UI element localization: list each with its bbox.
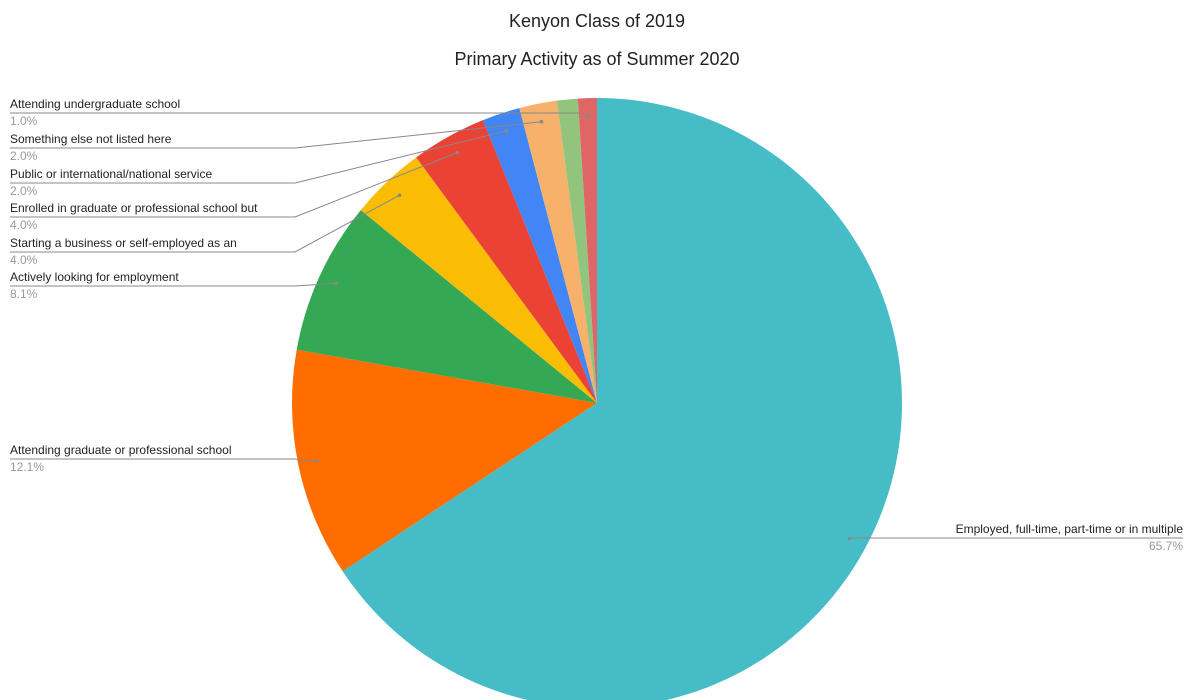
pie-slice: [291, 349, 597, 572]
leader-line: [10, 194, 400, 253]
slice-value-label: 2.0%: [10, 184, 38, 198]
slice-value-label: 1.0%: [10, 114, 38, 128]
slice-label: Enrolled in graduate or professional sch…: [10, 201, 258, 215]
slice-label: Something else not listed here: [10, 132, 172, 146]
pie-slice: [556, 98, 597, 404]
slice-label: Starting a business or self-employed as …: [10, 236, 237, 250]
leader-line: [10, 112, 589, 117]
leader-line: [849, 537, 1183, 539]
pie-slice: [360, 157, 597, 403]
leader-line: [10, 130, 507, 184]
leader-dot: [334, 281, 339, 286]
leader-dot: [847, 536, 852, 541]
slice-value-label: 12.1%: [10, 460, 44, 474]
pie-slice: [416, 120, 597, 404]
chart-subtitle: Primary Activity as of Summer 2020: [454, 49, 739, 69]
slice-value-label: 4.0%: [10, 218, 38, 232]
leader-line: [10, 458, 317, 462]
pie-slice: [342, 98, 902, 700]
leader-line: [10, 152, 458, 218]
slice-value-label: 4.0%: [10, 253, 38, 267]
leader-dot: [539, 119, 544, 124]
leader-dot: [397, 193, 402, 198]
leader-dot: [504, 129, 509, 133]
slice-label: Public or international/national service: [10, 167, 212, 181]
pie-slice: [577, 98, 597, 403]
slice-label: Actively looking for employment: [10, 270, 179, 284]
leader-dot: [314, 459, 319, 463]
pie-slice: [519, 100, 597, 403]
slice-label: Employed, full-time, part-time or in mul…: [956, 522, 1184, 536]
leader-line: [10, 121, 542, 149]
leader-dot: [455, 150, 460, 155]
leader-dot: [586, 114, 590, 119]
chart-title: Kenyon Class of 2019: [509, 11, 685, 31]
slice-label: Attending undergraduate school: [10, 97, 180, 111]
slice-value-label: 65.7%: [1149, 539, 1183, 553]
pie-slice: [482, 108, 597, 403]
leader-line: [10, 282, 337, 287]
slice-value-label: 8.1%: [10, 287, 38, 301]
slice-value-label: 2.0%: [10, 149, 38, 163]
slice-label: Attending graduate or professional schoo…: [10, 443, 231, 457]
pie-slice: [296, 210, 597, 403]
